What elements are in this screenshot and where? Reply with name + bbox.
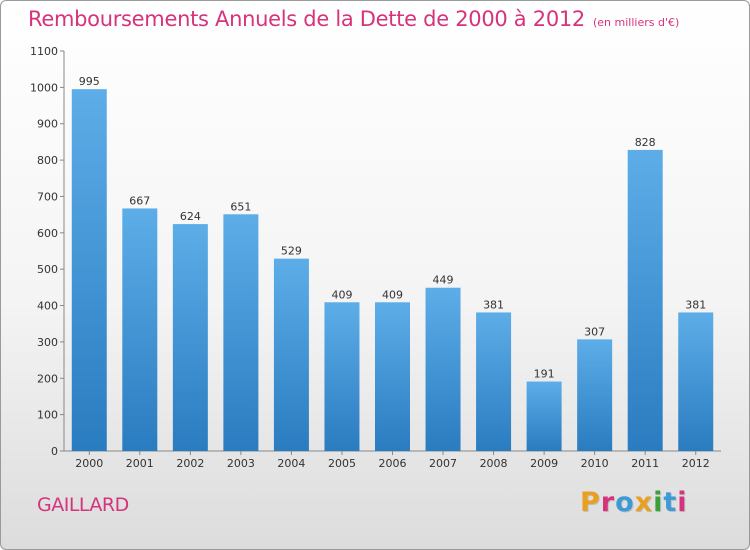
logo-letter: i xyxy=(677,487,688,518)
x-tick-label: 2011 xyxy=(631,457,659,470)
bar-value-label: 651 xyxy=(230,200,251,213)
chart-subtitle: (en milliers d'€) xyxy=(593,16,680,29)
bar xyxy=(678,312,714,451)
bar xyxy=(476,312,512,451)
bar xyxy=(172,224,208,451)
logo-letter: P xyxy=(580,487,601,518)
x-tick-label: 2000 xyxy=(75,457,103,470)
x-tick-label: 2005 xyxy=(328,457,356,470)
bar xyxy=(122,208,158,451)
y-tick-label: 400 xyxy=(37,300,58,313)
x-tick-label: 2003 xyxy=(227,457,255,470)
bar-value-label: 529 xyxy=(281,245,302,258)
x-tick-label: 2009 xyxy=(530,457,558,470)
bar xyxy=(273,258,309,451)
bar-value-label: 995 xyxy=(79,75,100,88)
y-tick-label: 0 xyxy=(51,445,58,458)
proxiti-logo: Proxiti xyxy=(580,487,688,518)
y-tick-label: 500 xyxy=(37,263,58,276)
y-tick-label: 900 xyxy=(37,118,58,131)
bar-value-label: 307 xyxy=(584,325,605,338)
x-tick-label: 2002 xyxy=(176,457,204,470)
y-tick-label: 1100 xyxy=(30,45,58,58)
place-name: GAILLARD xyxy=(37,494,129,516)
x-tick-label: 2008 xyxy=(480,457,508,470)
bar-value-label: 667 xyxy=(129,194,150,207)
y-tick-label: 1000 xyxy=(30,81,58,94)
y-tick-label: 300 xyxy=(37,336,58,349)
y-tick-label: 600 xyxy=(37,227,58,240)
bar xyxy=(223,214,259,451)
bar-value-label: 449 xyxy=(433,274,454,287)
bar-value-label: 409 xyxy=(382,288,403,301)
bar-value-label: 381 xyxy=(483,298,504,311)
x-tick-label: 2007 xyxy=(429,457,457,470)
logo-letter: x xyxy=(634,487,654,518)
bar xyxy=(425,287,461,451)
logo-letter: r xyxy=(600,487,616,518)
chart-bars: 995 667 624 651 529 409 409 449 381 191 307 828 381 xyxy=(71,75,714,451)
x-tick-label: 2010 xyxy=(581,457,609,470)
bar xyxy=(627,149,663,451)
chart-axes: 0 100 200 300 400 500 600 700 800 900 1000 1100 2000… xyxy=(30,45,721,470)
bar-value-label: 828 xyxy=(635,136,656,149)
bar xyxy=(324,302,360,451)
y-tick-label: 200 xyxy=(37,372,58,385)
x-tick-label: 2006 xyxy=(379,457,407,470)
y-tick-label: 700 xyxy=(37,190,58,203)
bar xyxy=(577,339,613,451)
chart-title-text: Remboursements Annuels de la Dette de 20… xyxy=(28,7,585,31)
bar-value-label: 409 xyxy=(331,288,352,301)
logo-letter: i xyxy=(653,487,664,518)
bar-value-label: 624 xyxy=(180,210,201,223)
bar xyxy=(526,381,562,451)
logo-letter: o xyxy=(615,487,635,518)
y-tick-label: 800 xyxy=(37,154,58,167)
x-tick-label: 2004 xyxy=(277,457,305,470)
bar xyxy=(375,302,410,451)
chart-title: Remboursements Annuels de la Dette de 20… xyxy=(28,7,679,31)
x-tick-label: 2012 xyxy=(682,457,710,470)
x-tick-label: 2001 xyxy=(126,457,154,470)
logo-letter: t xyxy=(663,487,678,518)
bar xyxy=(71,89,107,451)
y-tick-label: 100 xyxy=(37,409,58,422)
bar-value-label: 381 xyxy=(685,298,706,311)
bar-value-label: 191 xyxy=(534,368,555,381)
